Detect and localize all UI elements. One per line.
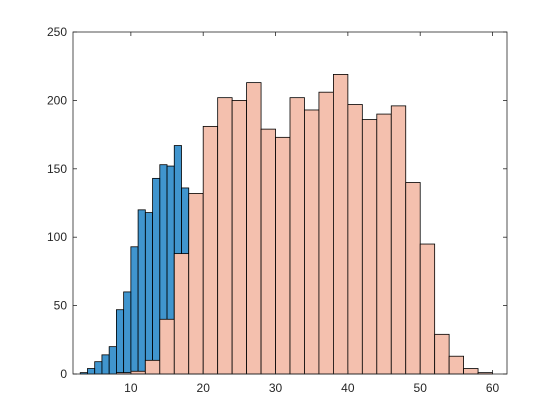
y-tick-label: 0: [60, 367, 67, 381]
histogram-bar: [419, 243, 436, 375]
histogram-bar: [390, 105, 407, 375]
histogram-bar: [405, 182, 421, 375]
y-tick-label: 100: [47, 230, 67, 244]
histogram-bar: [87, 368, 96, 375]
axes-box: [72, 31, 508, 375]
x-tick-label: 10: [124, 381, 138, 395]
histogram-bar: [289, 97, 305, 375]
histogram-bar: [116, 309, 125, 375]
x-tick-label: 30: [269, 381, 283, 395]
y-tick-label: 50: [54, 299, 68, 313]
x-tick-label: 50: [414, 381, 428, 395]
histogram-bar: [137, 209, 146, 375]
histogram-bar: [108, 346, 117, 375]
histogram-bar: [188, 193, 204, 375]
histogram-bar: [173, 253, 190, 375]
histogram-bar: [144, 212, 153, 375]
histogram-bar: [246, 82, 262, 375]
histogram-bar: [463, 368, 479, 375]
series-2-bars: [116, 74, 493, 375]
histogram-bar: [332, 74, 349, 375]
histogram-bar: [304, 109, 320, 375]
histogram-bar: [275, 136, 291, 375]
histogram-bar: [101, 354, 110, 375]
ticks-layer: 10 20 30 40 50 60 0 50 100 150 200 250: [47, 25, 507, 395]
histogram-bar: [347, 104, 363, 375]
histogram-bar: [361, 119, 378, 375]
y-tick-label: 250: [47, 25, 67, 39]
histogram-bar: [231, 100, 247, 375]
y-tick-label: 200: [47, 93, 67, 107]
histogram-bar: [318, 91, 334, 375]
histogram-bar: [123, 291, 132, 375]
histogram-bar: [130, 370, 146, 375]
axes-layer: [72, 31, 508, 375]
x-tick-label: 60: [486, 381, 500, 395]
histogram-bar: [448, 355, 464, 375]
x-tick-label: 20: [197, 381, 211, 395]
histogram-bar: [159, 318, 175, 375]
histogram-bar: [260, 128, 276, 375]
x-tick-label: 40: [341, 381, 355, 395]
bars-layer: [79, 74, 493, 375]
histogram-bar: [217, 97, 233, 375]
histogram-bar: [130, 246, 139, 375]
histogram-bar: [376, 113, 392, 375]
histogram-bar: [144, 359, 161, 375]
histogram-bar: [152, 177, 161, 375]
histogram-bar: [202, 125, 219, 375]
y-tick-label: 150: [47, 162, 67, 176]
histogram-bar: [94, 361, 103, 375]
histogram-bar: [434, 333, 450, 375]
